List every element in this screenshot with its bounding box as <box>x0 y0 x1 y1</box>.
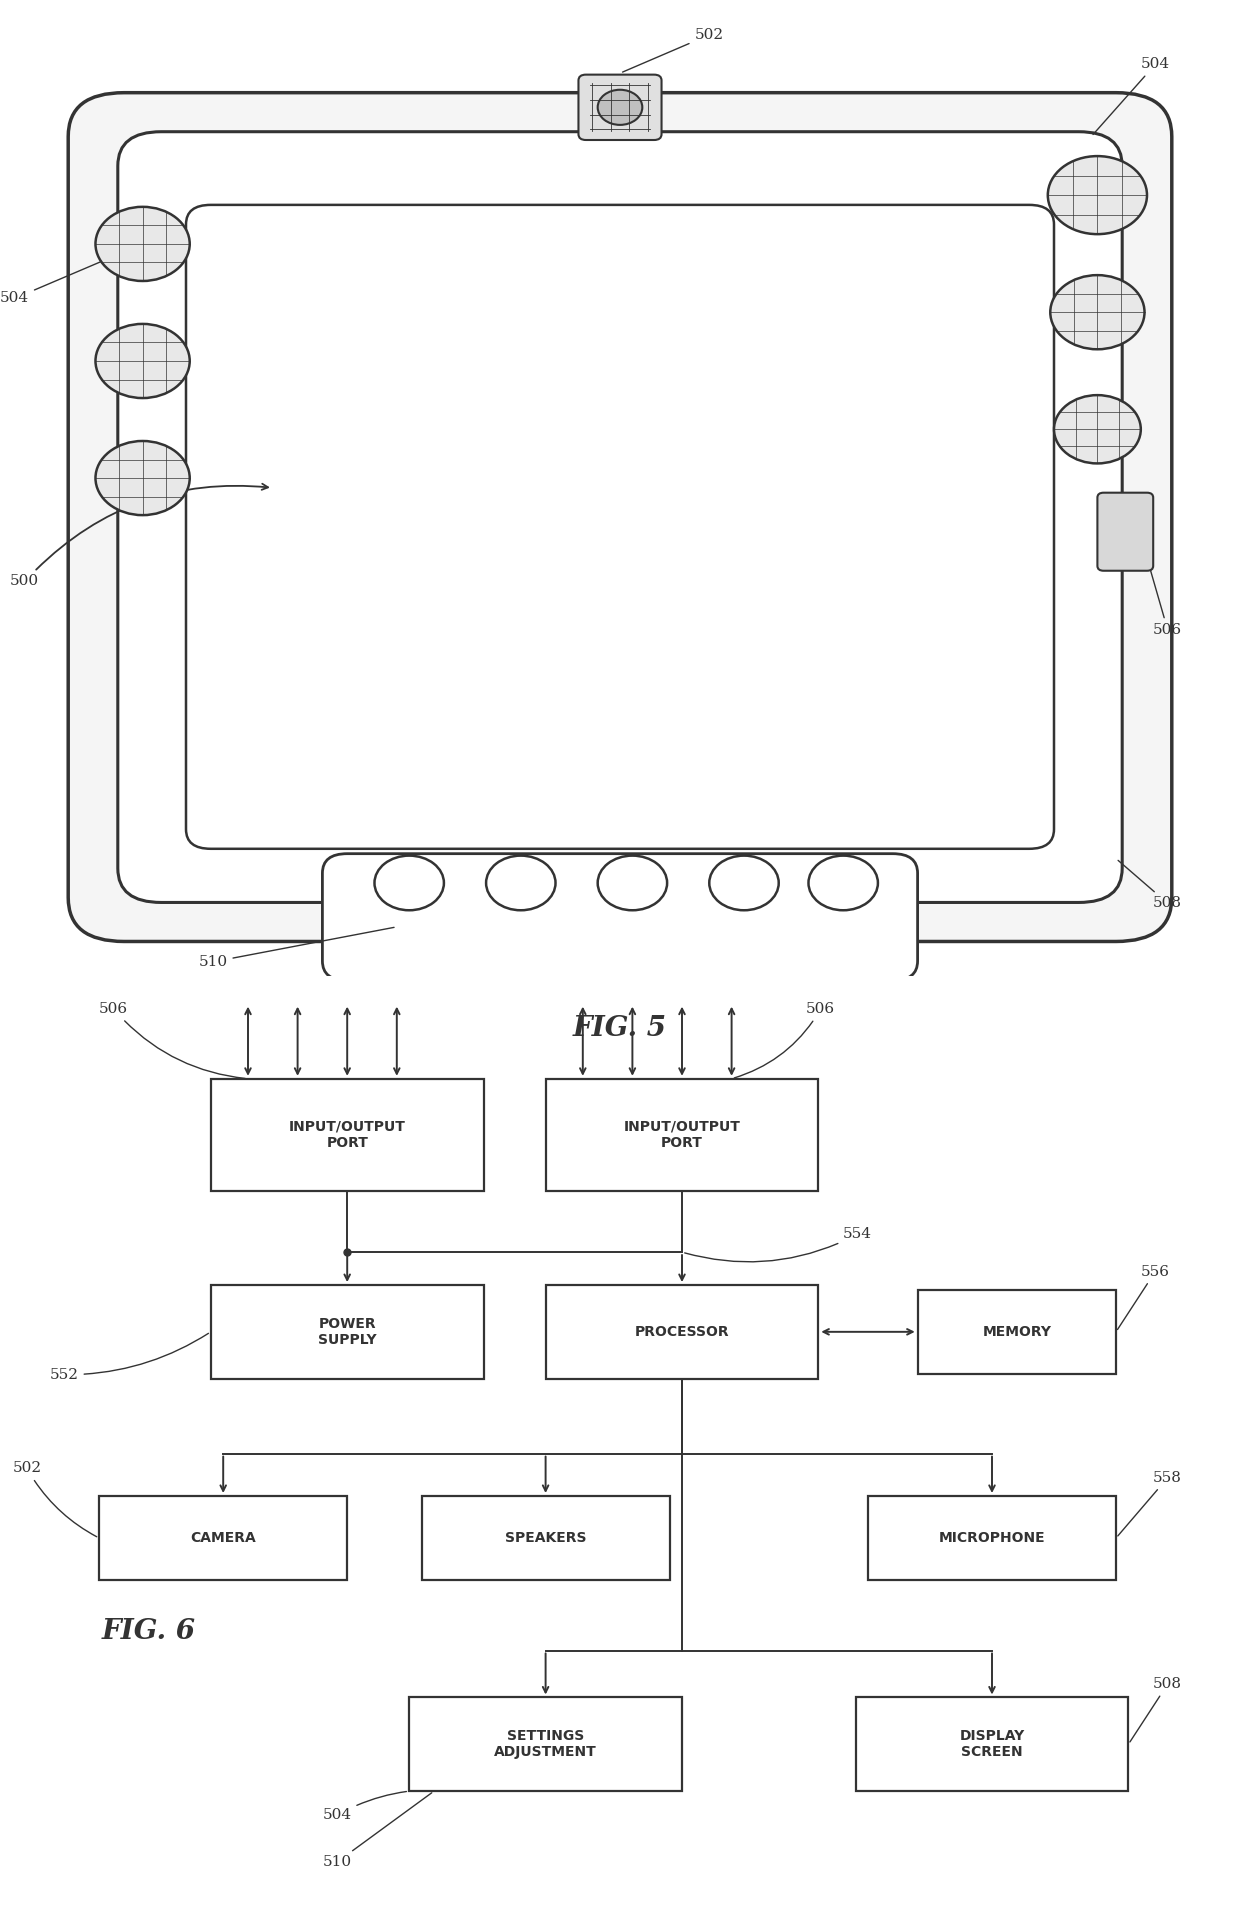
Bar <box>99 1496 347 1580</box>
Circle shape <box>374 855 444 911</box>
Bar <box>918 1289 1116 1374</box>
Text: 506: 506 <box>734 1002 835 1077</box>
Circle shape <box>95 207 190 281</box>
Circle shape <box>1050 275 1145 350</box>
Text: 552: 552 <box>50 1333 208 1381</box>
FancyBboxPatch shape <box>186 205 1054 849</box>
Circle shape <box>709 855 779 911</box>
Text: DISPLAY
SCREEN: DISPLAY SCREEN <box>960 1729 1024 1760</box>
FancyBboxPatch shape <box>578 75 662 140</box>
Text: 506: 506 <box>99 1002 246 1079</box>
Text: CAMERA: CAMERA <box>190 1530 257 1546</box>
Text: 506: 506 <box>1142 539 1182 637</box>
Bar <box>546 1079 818 1192</box>
Text: 502: 502 <box>622 29 723 73</box>
Text: MICROPHONE: MICROPHONE <box>939 1530 1045 1546</box>
Bar <box>211 1079 484 1192</box>
Text: 502: 502 <box>12 1462 97 1536</box>
Text: 556: 556 <box>1117 1264 1169 1330</box>
Bar <box>422 1496 670 1580</box>
Text: 500: 500 <box>10 484 268 589</box>
Bar <box>868 1496 1116 1580</box>
Circle shape <box>486 855 556 911</box>
Text: POWER
SUPPLY: POWER SUPPLY <box>317 1316 377 1347</box>
Bar <box>856 1697 1128 1791</box>
Text: 554: 554 <box>684 1226 872 1263</box>
FancyBboxPatch shape <box>322 853 918 981</box>
Bar <box>546 1286 818 1379</box>
Circle shape <box>1054 396 1141 463</box>
Circle shape <box>598 855 667 911</box>
Text: SPEAKERS: SPEAKERS <box>505 1530 587 1546</box>
Text: INPUT/OUTPUT
PORT: INPUT/OUTPUT PORT <box>624 1119 740 1150</box>
Text: SETTINGS
ADJUSTMENT: SETTINGS ADJUSTMENT <box>495 1729 596 1760</box>
Circle shape <box>1048 157 1147 233</box>
FancyBboxPatch shape <box>1097 494 1153 570</box>
Text: INPUT/OUTPUT
PORT: INPUT/OUTPUT PORT <box>289 1119 405 1150</box>
Text: MEMORY: MEMORY <box>982 1326 1052 1339</box>
Text: 504: 504 <box>322 1791 407 1823</box>
Bar <box>409 1697 682 1791</box>
Text: PROCESSOR: PROCESSOR <box>635 1326 729 1339</box>
Text: 510: 510 <box>322 1792 432 1869</box>
Text: 504: 504 <box>0 245 140 306</box>
Text: FIG. 6: FIG. 6 <box>102 1618 196 1645</box>
Text: 508: 508 <box>1118 861 1182 911</box>
FancyBboxPatch shape <box>118 132 1122 903</box>
Text: 504: 504 <box>1092 57 1169 134</box>
Text: FIG. 5: FIG. 5 <box>573 1014 667 1043</box>
Circle shape <box>95 442 190 515</box>
Bar <box>211 1286 484 1379</box>
Circle shape <box>95 323 190 398</box>
Circle shape <box>808 855 878 911</box>
Text: 508: 508 <box>1130 1678 1182 1743</box>
Text: 510: 510 <box>198 928 394 968</box>
FancyBboxPatch shape <box>68 92 1172 941</box>
Circle shape <box>598 90 642 124</box>
Text: 558: 558 <box>1117 1471 1182 1536</box>
